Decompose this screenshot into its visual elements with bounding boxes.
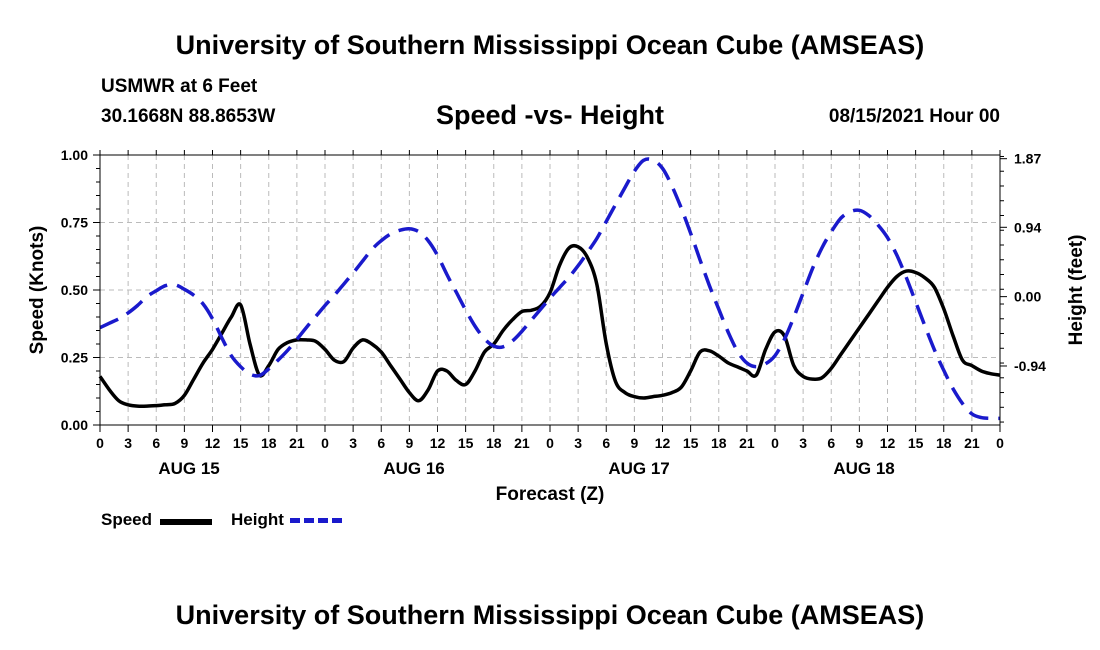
y-tick-label: 0.50: [61, 282, 88, 298]
x-tick-label: 15: [683, 435, 699, 451]
x-tick-label: 0: [996, 435, 1004, 451]
speed-series-line: [98, 243, 1001, 408]
x-tick-label: 0: [321, 435, 329, 451]
x-tick-label: 21: [739, 435, 755, 451]
x-tick-label: 12: [655, 435, 671, 451]
legend-height-swatch: [290, 518, 342, 523]
x-tick-label: 21: [964, 435, 980, 451]
page-title: University of Southern Mississippi Ocean…: [175, 30, 925, 60]
x-tick-label: 15: [233, 435, 249, 451]
y2-axis-label: Height (feet): [1066, 235, 1087, 346]
x-tick-label: 0: [771, 435, 779, 451]
day-label: AUG 17: [608, 459, 669, 478]
y-tick-label: 0.75: [61, 215, 88, 231]
x-tick-label: 18: [486, 435, 502, 451]
x-tick-label: 9: [180, 435, 188, 451]
x-tick-label: 3: [349, 435, 357, 451]
y2-tick-label: -0.94: [1014, 358, 1046, 374]
legend-speed-swatch: [160, 519, 212, 525]
station-coordinates: 30.1668N 88.8653W: [101, 106, 276, 127]
station-label: USMWR at 6 Feet: [101, 76, 258, 97]
x-tick-label: 15: [908, 435, 924, 451]
y2-tick-label: 1.87: [1014, 151, 1041, 167]
x-axis-label: Forecast (Z): [496, 484, 605, 505]
x-tick-label: 15: [458, 435, 474, 451]
x-tick-label: 0: [546, 435, 554, 451]
legend-height-label: Height: [231, 510, 284, 529]
x-tick-label: 21: [289, 435, 305, 451]
x-tick-label: 9: [405, 435, 413, 451]
day-label: AUG 16: [383, 459, 444, 478]
x-tick-label: 18: [261, 435, 277, 451]
axes: 0 3 6 9 12 15 18 21 0 3 6 9 12 15 18 21 0 3 6 9 12 15 18 21 0 3 6 9…: [61, 147, 1046, 478]
x-tick-label: 18: [711, 435, 727, 451]
y-axis-label: Speed (Knots): [27, 226, 48, 355]
x-tick-label: 12: [205, 435, 221, 451]
x-tick-label: 6: [152, 435, 160, 451]
chart-title: Speed -vs- Height: [435, 100, 665, 130]
x-tick-label: 9: [855, 435, 863, 451]
footer-title: University of Southern Mississippi Ocean…: [175, 600, 925, 630]
y-tick-label: 0.00: [61, 417, 88, 433]
x-tick-label: 6: [602, 435, 610, 451]
x-tick-label: 0: [96, 435, 104, 451]
x-tick-label: 12: [880, 435, 896, 451]
x-tick-label: 6: [377, 435, 385, 451]
x-tick-label: 9: [630, 435, 638, 451]
series-layer: [98, 157, 1001, 421]
y-tick-label: 1.00: [61, 147, 88, 163]
y2-tick-label: 0.94: [1014, 219, 1041, 235]
x-tick-label: 12: [430, 435, 446, 451]
y2-tick-label: 0.00: [1014, 289, 1041, 305]
x-tick-label: 18: [936, 435, 952, 451]
x-tick-label: 3: [574, 435, 582, 451]
day-label: AUG 15: [158, 459, 219, 478]
x-tick-label: 3: [124, 435, 132, 451]
x-tick-label: 3: [799, 435, 807, 451]
x-tick-label: 21: [514, 435, 530, 451]
forecast-date: 08/15/2021 Hour 00: [828, 106, 1000, 127]
legend-speed-label: Speed: [101, 510, 153, 529]
day-label: AUG 18: [833, 459, 894, 478]
y-tick-label: 0.25: [61, 350, 88, 366]
x-tick-label: 6: [827, 435, 835, 451]
